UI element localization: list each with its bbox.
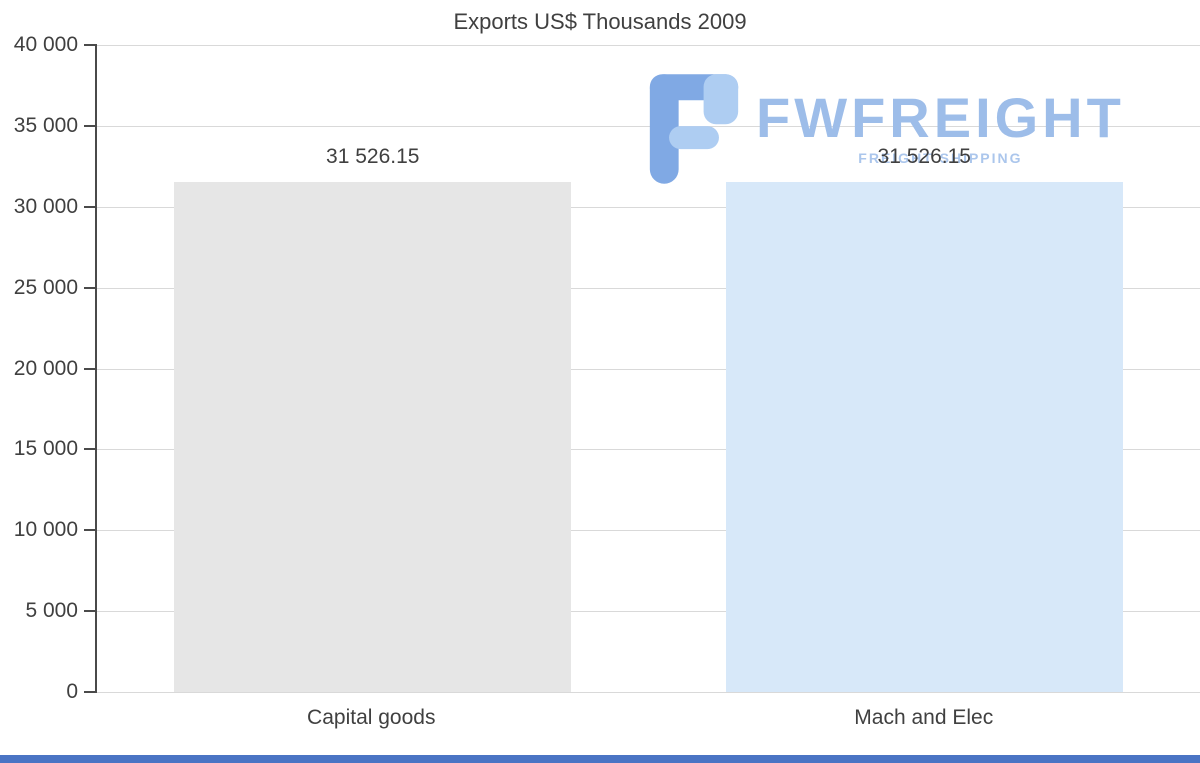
y-axis-tick	[84, 44, 97, 46]
gridline	[97, 368, 1200, 370]
y-axis-label: 35 000	[13, 113, 78, 137]
y-axis-label: 25 000	[13, 275, 78, 299]
y-axis-tick	[84, 286, 97, 289]
y-axis-tick	[84, 367, 97, 370]
gridline	[97, 692, 1200, 693]
y-axis-label: 15 000	[13, 437, 78, 461]
x-axis: Capital goods Mach and Elec	[95, 706, 1200, 736]
gridline	[97, 45, 1200, 46]
gridline	[97, 449, 1200, 451]
gridline	[97, 530, 1200, 532]
bar-value-label: 31 526.15	[877, 145, 971, 169]
y-axis-label: 10 000	[13, 518, 78, 542]
bar-value-label: 31 526.15	[326, 145, 420, 169]
y-axis-tick	[84, 124, 97, 127]
y-axis-tick	[84, 205, 97, 208]
x-axis-label: Mach and Elec	[854, 706, 994, 729]
gridline	[97, 125, 1200, 127]
y-axis-label: 30 000	[13, 194, 78, 218]
footer-accent-bar	[0, 755, 1200, 763]
gridline	[97, 611, 1200, 613]
y-axis-label: 5 000	[25, 599, 78, 623]
bar-capital-goods	[174, 182, 572, 692]
y-axis-label: 40 000	[13, 33, 78, 56]
y-axis-tick	[84, 448, 97, 451]
gridline	[97, 206, 1200, 208]
y-axis-tick	[84, 529, 97, 532]
x-axis-label: Capital goods	[307, 706, 436, 729]
y-axis: 0 5 000 10 000 15 000 20 000 25 000 30 000 35 0…	[0, 33, 80, 703]
gridline	[97, 287, 1200, 289]
chart-title: Exports US$ Thousands 2009	[453, 9, 747, 34]
bar-mach-and-elec	[725, 182, 1123, 692]
plot-area: 31 526.15 31 526.15	[84, 44, 1200, 693]
y-axis-tick	[84, 691, 97, 693]
y-axis-label: 0	[66, 680, 78, 703]
y-axis-tick	[84, 610, 97, 613]
y-axis-label: 20 000	[13, 356, 78, 380]
